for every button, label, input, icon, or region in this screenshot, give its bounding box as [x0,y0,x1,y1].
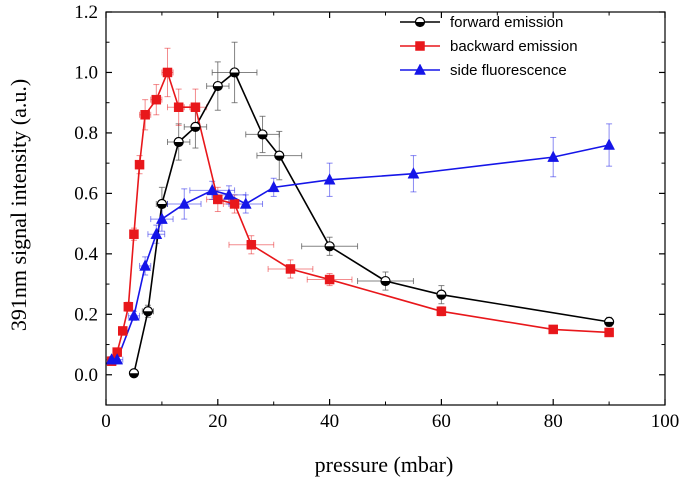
y-tick-label: 0.4 [74,244,98,265]
y-tick-label: 1.0 [74,62,98,83]
data-point [151,94,162,105]
data-point [324,241,335,252]
y-tick-label: 0.6 [74,183,98,204]
data-point [229,67,240,78]
data-markers [105,67,616,379]
data-point [173,102,184,112]
series-line-1 [110,70,610,362]
y-tick-label: 0.2 [74,304,98,325]
legend-entry: forward emission [450,14,563,31]
data-point [436,289,447,300]
data-point [206,183,219,196]
data-point [285,264,296,274]
series-line-2 [111,144,610,361]
data-point [150,227,163,239]
legend-marker [414,16,426,28]
data-point [128,368,140,379]
data-point [190,121,201,132]
data-point [155,212,168,224]
x-tick-label: 80 [544,411,563,432]
legend-marker [415,41,425,51]
data-point [323,173,336,185]
data-point [548,324,558,335]
data-point [156,198,167,210]
data-point [190,102,201,112]
data-point [123,302,134,312]
data-point [111,353,124,365]
data-point [162,67,173,78]
data-point [178,197,191,209]
x-axis-label: pressure (mbar) [315,452,454,477]
data-point [173,136,184,148]
data-point [134,159,145,170]
y-tick-label: 0.0 [74,365,98,386]
series-lines [110,70,610,374]
data-point [274,150,285,161]
legend-marker [414,63,426,75]
data-point [229,199,240,209]
data-point [603,138,616,150]
series-line-0 [133,71,610,374]
legend-entry: backward emission [450,38,578,55]
data-point [223,188,235,200]
data-point [257,129,268,140]
data-point [407,167,420,179]
y-tick-label: 1.2 [74,2,98,23]
data-point [128,309,140,321]
data-point [267,180,280,193]
data-point [547,150,560,162]
data-point [118,326,128,336]
y-axis-label: 391nm signal intensity (a.u.) [6,79,31,331]
axes [105,11,666,406]
data-point [603,316,615,327]
y-tick-label: 0.8 [74,123,98,144]
data-point [239,197,252,209]
data-point [142,306,154,317]
legend: forward emission backward emission side fl… [400,14,578,79]
data-point [436,306,447,317]
data-point [380,275,391,287]
legend-entry: side fluorescence [450,62,567,79]
data-point [212,80,223,92]
data-point [604,327,614,338]
data-point [213,194,223,205]
data-point [140,110,150,120]
data-point [246,240,257,250]
data-point [324,274,335,285]
data-point [139,259,152,271]
tick-labels: 0 20 40 60 80 100 0.0 0.2 0.4 0.6 0.8 1.0 1.2 [74,2,679,432]
x-tick-label: 20 [208,411,227,432]
x-tick-label: 0 [101,411,111,432]
x-tick-label: 40 [320,411,339,432]
x-tick-label: 60 [432,411,451,432]
data-point [129,229,139,239]
x-tick-label: 100 [651,411,680,432]
